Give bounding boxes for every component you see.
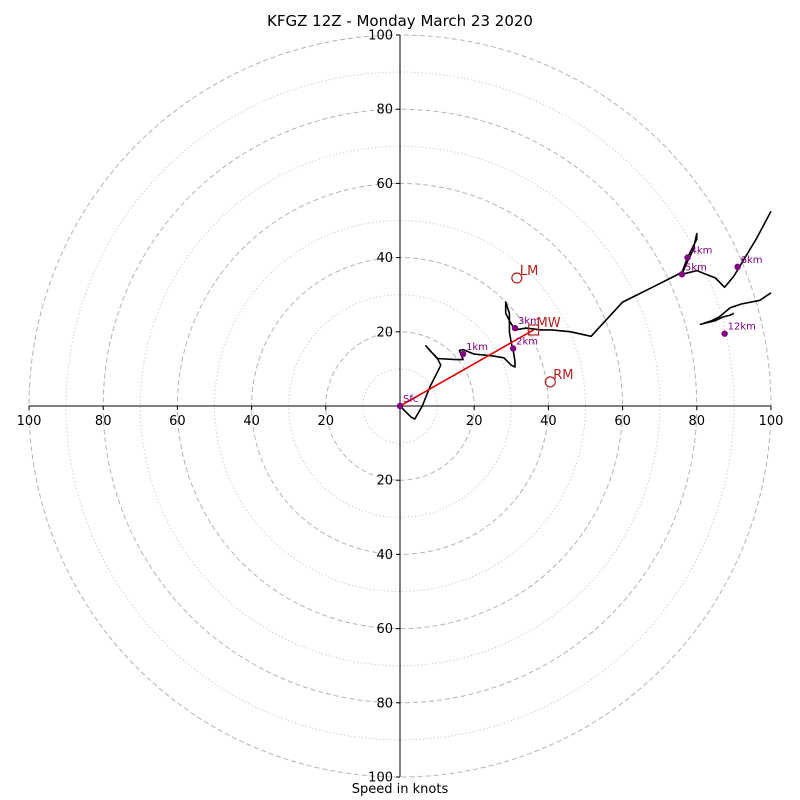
height-marker-6km [734, 263, 741, 271]
tick-label-right-60: 60 [614, 414, 631, 429]
storm-label-rm: RM [553, 368, 573, 383]
height-marker-5km [678, 271, 686, 278]
height-marker-sfc [396, 402, 404, 410]
tick-label-top-100: 100 [368, 29, 393, 44]
tick-label-top-60: 60 [376, 177, 393, 192]
tick-label-left-60: 60 [169, 414, 186, 429]
x-axis-label: Speed in knots [351, 782, 449, 797]
tick-label-top-20: 20 [376, 325, 393, 340]
hodograph-upper-line [699, 292, 772, 326]
storm-marker-rm [544, 376, 556, 388]
tick-label-left-40: 40 [243, 414, 260, 429]
storm-label-mw: MW [537, 316, 561, 331]
height-marker-3km [511, 324, 519, 332]
hodograph-trace [399, 210, 772, 420]
storm-marker-lm [511, 272, 523, 284]
height-marker-12km [721, 330, 728, 337]
tick-label-right-100: 100 [759, 414, 784, 429]
tick-label-bottom-20: 20 [376, 474, 393, 489]
height-marker-2km [509, 345, 517, 352]
tick-label-right-20: 20 [466, 414, 483, 429]
height-label-4km: 4km [691, 246, 713, 257]
height-label-3km: 3km [518, 316, 540, 327]
tick-labels: 20 20 20 20 40 40 40 40 60 60 60 60 80 80 80 80 100 100 10… [17, 29, 784, 786]
height-marker-1km [459, 350, 467, 358]
tick-label-top-40: 40 [376, 251, 393, 266]
tick-label-bottom-80: 80 [376, 696, 393, 711]
tick-label-right-40: 40 [540, 414, 557, 429]
tick-label-right-80: 80 [689, 414, 706, 429]
storm-marker-mw [527, 324, 540, 336]
tick-label-left-80: 80 [95, 414, 112, 429]
tick-label-bottom-100: 100 [368, 771, 393, 786]
chart-title: KFGZ 12Z - Monday March 23 2020 [267, 12, 533, 30]
shear-vector-line [399, 329, 534, 407]
shear-vector [399, 329, 534, 407]
height-label-1km: 1km [466, 342, 488, 353]
tick-label-left-20: 20 [318, 414, 335, 429]
tick-label-top-80: 80 [376, 103, 393, 118]
height-label-2km: 2km [516, 336, 538, 347]
height-label-5km: 5km [685, 262, 707, 273]
tick-label-bottom-40: 40 [376, 548, 393, 563]
height-label-sfc: Sfc [403, 394, 418, 405]
height-label-6km: 6km [741, 255, 763, 266]
storm-label-lm: LM [520, 264, 538, 279]
height-markers: Sfc 1km 2km 3km 4km 5km 6km 12km [396, 246, 763, 410]
hodograph-line [399, 210, 772, 420]
height-marker-4km [684, 254, 691, 261]
tick-label-bottom-60: 60 [376, 622, 393, 637]
storm-motion-markers: LM MW RM [511, 264, 574, 388]
height-label-12km: 12km [728, 322, 756, 333]
tick-label-left-100: 100 [17, 414, 42, 429]
